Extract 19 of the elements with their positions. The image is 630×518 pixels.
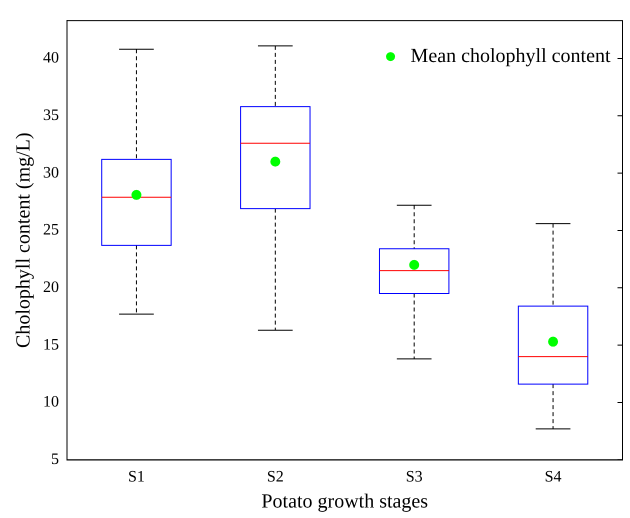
y-tick-label: 25 (43, 222, 59, 239)
y-tick-label: 30 (43, 164, 59, 182)
point (548, 336, 558, 347)
y-tick-label: 5 (51, 451, 59, 468)
y-tick-label: 10 (43, 394, 59, 411)
y-tick-label: 40 (43, 50, 59, 67)
y-tick-label: 15 (43, 336, 59, 354)
point (270, 156, 280, 167)
y-tick-label: 35 (43, 106, 59, 124)
x-tick-label: S4 (544, 468, 562, 486)
y-axis-title: Cholophyll content (mg/L) (12, 132, 34, 348)
x-tick-label: S2 (266, 468, 284, 486)
x-tick-label: S1 (128, 468, 145, 486)
legend-label: Mean cholophyll content (410, 44, 611, 67)
point (131, 190, 142, 200)
x-axis-title: Potato growth stages (261, 490, 428, 512)
y-tick-label: 20 (43, 278, 59, 296)
x-tick-label: S3 (406, 468, 423, 486)
point (409, 260, 420, 270)
